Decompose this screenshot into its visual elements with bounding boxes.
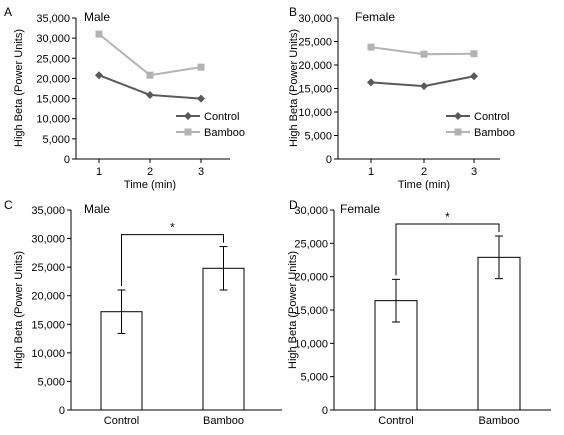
- y-tick-label: 5,000: [37, 376, 65, 388]
- panel-c: C Male 0 5,000 10,000 15,000 20,000 25,000 30,00…: [4, 198, 282, 427]
- panel-d: D Female 0 5,000 10,000 15,000 20,000 25,000 30,…: [287, 198, 551, 427]
- data-point-bamboo: [367, 43, 375, 51]
- x-tick-label: 1: [96, 166, 102, 178]
- x-tick-label: 3: [471, 166, 477, 178]
- y-tick-label: 15,000: [298, 84, 332, 96]
- panel-a: A Male 0 5,000 10,000 15,000 20,000 25,000 30,00…: [4, 5, 245, 191]
- y-tick-label: 15,000: [31, 319, 65, 331]
- y-tick-label: 5,000: [42, 134, 70, 146]
- y-tick-label: 0: [322, 405, 328, 417]
- y-axis-label: High Beta (Power Units): [288, 29, 300, 147]
- y-tick-label: 25,000: [31, 262, 65, 274]
- data-point-control: [146, 90, 154, 99]
- data-point-bamboo: [420, 50, 428, 58]
- panel-label: D: [289, 198, 298, 212]
- y-tick-label: 10,000: [298, 107, 332, 119]
- x-category-label: Control: [378, 415, 413, 427]
- data-point-bamboo: [197, 63, 205, 71]
- y-axis-label: High Beta (Power Units): [13, 251, 25, 369]
- data-point-control: [470, 72, 478, 81]
- y-tick-label: 0: [326, 154, 332, 166]
- legend-label: Bamboo: [474, 127, 515, 139]
- y-tick-label: 30,000: [31, 234, 65, 246]
- bar-bamboo: [202, 267, 245, 411]
- series-line-bamboo: [98, 33, 202, 77]
- x-category-label: Bamboo: [203, 415, 244, 427]
- y-tick-label: 0: [64, 154, 70, 166]
- y-tick-label: 30,000: [36, 33, 70, 45]
- y-tick-label: 30,000: [298, 13, 332, 25]
- panel-title: Male: [84, 10, 110, 24]
- y-tick-label: 10,000: [36, 114, 70, 126]
- legend-label: Control: [474, 111, 509, 123]
- panel-title: Female: [355, 10, 395, 24]
- y-tick-label: 25,000: [294, 238, 328, 250]
- significance-star: *: [445, 210, 450, 224]
- panel-label: C: [4, 198, 13, 212]
- legend-label: Bamboo: [204, 127, 245, 139]
- panel-b: B Female 0 5,000 10,000 15,000 20,000 25,000 30,…: [288, 5, 515, 191]
- significance-bracket: [121, 234, 224, 286]
- data-point-bamboo: [470, 50, 478, 58]
- data-point-control: [197, 94, 205, 103]
- y-tick-label: 20,000: [36, 73, 70, 85]
- y-tick-label: 20,000: [294, 272, 328, 284]
- y-tick-label: 20,000: [31, 291, 65, 303]
- y-tick-label: 20,000: [298, 60, 332, 72]
- y-tick-label: 0: [59, 405, 65, 417]
- data-point-bamboo: [95, 30, 103, 38]
- x-axis-label: Time (min): [398, 179, 450, 191]
- panel-title: Male: [84, 202, 110, 216]
- y-tick-label: 25,000: [298, 37, 332, 49]
- significance-bracket: [395, 223, 500, 276]
- y-tick-label: 5,000: [300, 372, 328, 384]
- x-category-label: Bamboo: [479, 415, 520, 427]
- y-tick-label: 10,000: [294, 338, 328, 350]
- legend-marker: [184, 112, 192, 120]
- data-point-control: [367, 78, 375, 87]
- x-tick-label: 2: [147, 166, 153, 178]
- legend-label: Control: [204, 111, 239, 123]
- panel-label: B: [289, 5, 297, 19]
- panel-label: A: [4, 5, 12, 19]
- y-tick-label: 10,000: [31, 348, 65, 360]
- y-tick-label: 5,000: [304, 131, 332, 143]
- x-axis-label: Time (min): [124, 179, 176, 191]
- y-axis-label: High Beta (Power Units): [287, 251, 299, 369]
- y-axis-label: High Beta (Power Units): [13, 29, 25, 147]
- significance-star: *: [170, 221, 175, 235]
- x-category-label: Control: [104, 415, 139, 427]
- y-tick-label: 30,000: [294, 205, 328, 217]
- y-tick-label: 25,000: [36, 53, 70, 65]
- x-tick-label: 1: [368, 166, 374, 178]
- data-point-control: [95, 71, 103, 80]
- y-tick-label: 15,000: [36, 94, 70, 106]
- data-point-control: [420, 82, 428, 91]
- y-tick-label: 35,000: [36, 13, 70, 25]
- legend-marker: [454, 112, 462, 120]
- data-point-bamboo: [146, 71, 154, 79]
- y-tick-label: 35,000: [31, 205, 65, 217]
- legend-marker: [184, 128, 192, 136]
- x-tick-label: 3: [198, 166, 204, 178]
- legend-marker: [454, 128, 462, 136]
- bar-bamboo: [477, 256, 521, 411]
- y-tick-label: 15,000: [294, 305, 328, 317]
- panel-title: Female: [340, 202, 380, 216]
- x-tick-label: 2: [421, 166, 427, 178]
